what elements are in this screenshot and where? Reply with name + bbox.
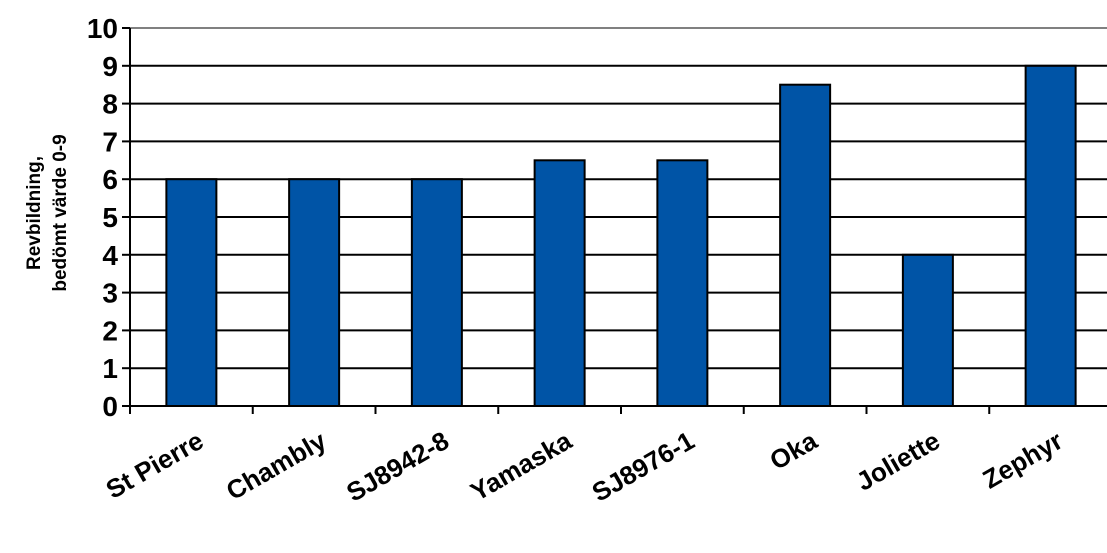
y-tick-label-5: 5 xyxy=(102,202,118,233)
x-tick-label-sj8942-8: SJ8942-8 xyxy=(341,425,454,507)
y-tick-label-9: 9 xyxy=(102,51,118,82)
y-axis-label: Revbildning, bedömt värde 0-9 xyxy=(24,134,71,291)
bar-yamaska xyxy=(533,159,586,407)
bar-zephyr xyxy=(1024,64,1077,408)
y-tick-label-2: 2 xyxy=(102,315,118,346)
y-tick-label-3: 3 xyxy=(102,278,118,309)
x-tick-label-yamaska: Yamaska xyxy=(465,425,577,507)
gridlines xyxy=(130,27,1107,370)
y-tick-label-4: 4 xyxy=(102,240,118,271)
bar-oka xyxy=(779,83,832,407)
y-tick-label-0: 0 xyxy=(102,391,118,422)
x-tick-label-oka: Oka xyxy=(765,425,823,476)
x-tick-label-joliette: Joliette xyxy=(851,425,945,496)
y-tick-label-8: 8 xyxy=(102,89,118,120)
bars xyxy=(165,64,1077,408)
y-tick-label-10: 10 xyxy=(87,13,118,44)
x-tick-labels: St Pierre Chambly SJ8942-8 Yamaska SJ8976-1 O… xyxy=(101,425,1068,508)
bar-sj8976-1 xyxy=(656,159,709,407)
y-tick-label-1: 1 xyxy=(102,353,118,384)
y-axis-label-line-1: Revbildning, xyxy=(24,156,45,270)
y-tick-labels: 0 1 2 3 4 5 6 7 8 9 10 xyxy=(87,13,119,422)
y-tick-label-6: 6 xyxy=(102,164,118,195)
x-tick-label-chambly: Chambly xyxy=(221,425,332,506)
bar-st-pierre xyxy=(165,178,218,407)
bar-joliette xyxy=(901,253,954,407)
y-tick-label-7: 7 xyxy=(102,126,118,157)
x-tick-label-zephyr: Zephyr xyxy=(978,425,1068,494)
x-tick-label-sj8976-1: SJ8976-1 xyxy=(587,425,700,507)
bar-sj8942-8 xyxy=(410,178,463,407)
y-axis-label-line-2: bedömt värde 0-9 xyxy=(50,134,71,291)
x-tick-label-st-pierre: St Pierre xyxy=(101,425,209,504)
axes xyxy=(122,27,1107,414)
bar-chambly xyxy=(288,178,341,407)
